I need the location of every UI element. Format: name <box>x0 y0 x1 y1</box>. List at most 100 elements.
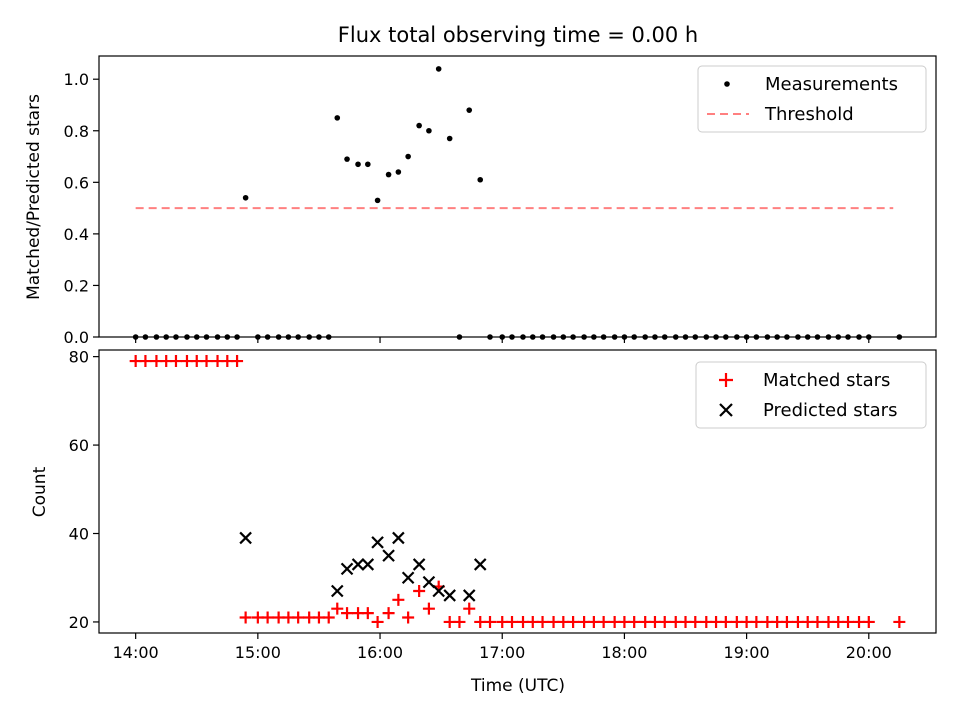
matched-star-point <box>231 355 244 368</box>
measurement-point <box>242 194 249 201</box>
matched-star-point <box>463 602 476 615</box>
measurement-point <box>703 334 710 340</box>
x-tick-label: 20:00 <box>846 643 892 662</box>
bottom-y-tick-label: 20 <box>69 613 89 632</box>
predicted-star-point <box>351 558 365 571</box>
measurement-point <box>804 334 811 340</box>
measurement-point <box>865 334 872 340</box>
bottom-x-axis: 14:00 15:00 16:00 17:00 18:00 19:00 20:00 <box>113 633 892 662</box>
matched-star-point <box>261 611 274 624</box>
predicted-star-point <box>382 549 395 562</box>
predicted-star-point <box>239 531 252 545</box>
x-tick-label: 14:00 <box>113 643 159 662</box>
measurement-point <box>520 334 526 340</box>
measurement-points <box>132 66 903 340</box>
matched-star-point <box>331 602 344 615</box>
measurement-point <box>642 334 648 340</box>
matched-star-point <box>392 593 405 606</box>
bottom-y-tick-label: 60 <box>69 436 89 455</box>
measurement-point <box>344 156 350 162</box>
matched-star-point <box>484 615 497 628</box>
bottom-legend-frame <box>695 361 927 429</box>
measurement-point <box>306 334 312 340</box>
x-tick-label: 18:00 <box>601 643 647 662</box>
predicted-star-point <box>422 575 436 589</box>
measurement-point <box>255 334 261 340</box>
measurement-point <box>173 334 179 340</box>
measurement-point <box>487 334 493 340</box>
predicted-star-point <box>401 571 415 585</box>
measurement-point <box>723 334 729 340</box>
x-tick-label: 15:00 <box>235 643 281 662</box>
legend-predicted-label: Predicted stars <box>763 400 897 421</box>
matched-star-point <box>200 355 213 368</box>
matched-star-point <box>750 615 763 628</box>
top-y-tick-label: 0.8 <box>64 122 89 141</box>
measurement-point <box>621 334 628 340</box>
measurement-point <box>774 334 780 340</box>
measurement-point <box>570 334 576 340</box>
predicted-star-point <box>443 589 456 602</box>
measurement-point <box>446 135 453 142</box>
matched-star-point <box>862 615 875 628</box>
bottom-y-axis: 20 40 60 80 <box>69 348 99 632</box>
measurement-point <box>153 334 160 340</box>
matched-star-point <box>169 355 182 368</box>
matched-star-point <box>597 615 610 628</box>
measurement-point <box>661 334 668 340</box>
measurement-point <box>814 334 821 340</box>
predicted-star-point <box>432 584 445 598</box>
measurement-point <box>203 334 210 340</box>
measurement-point <box>365 161 371 168</box>
x-tick-label: 19:00 <box>724 643 770 662</box>
measurement-point <box>325 334 332 340</box>
measurement-point <box>416 122 422 129</box>
measurement-point <box>405 153 411 160</box>
measurement-point <box>193 334 200 340</box>
legend-predicted-marker <box>719 403 733 417</box>
measurement-point <box>316 334 322 340</box>
matched-star-point <box>292 611 305 624</box>
matched-stars-points <box>129 355 906 628</box>
measurement-point <box>631 334 637 340</box>
matched-star-point <box>239 611 252 624</box>
matched-star-point <box>382 607 395 620</box>
predicted-star-point <box>462 589 476 602</box>
matched-star-point <box>689 615 702 628</box>
measurement-point <box>600 334 607 340</box>
predicted-star-point <box>473 558 487 571</box>
chart-title: Flux total observing time = 0.00 h <box>338 23 698 47</box>
measurement-point <box>896 334 903 340</box>
matched-star-point <box>628 615 641 628</box>
measurement-point <box>132 334 139 340</box>
measurement-point <box>652 334 658 340</box>
x-axis-label: Time (UTC) <box>470 676 565 696</box>
matched-star-point <box>842 615 855 628</box>
matched-star-point <box>780 615 793 628</box>
matched-star-point <box>402 611 415 624</box>
measurement-point <box>539 334 546 340</box>
bottom-y-tick-label: 40 <box>69 525 89 544</box>
measurement-point <box>499 334 506 340</box>
measurement-point <box>466 107 473 113</box>
measurement-point <box>385 171 392 178</box>
bottom-y-axis-label: Count <box>30 466 50 517</box>
measurement-point <box>426 127 432 134</box>
measurement-point <box>713 334 719 340</box>
measurement-point <box>581 334 587 340</box>
predicted-star-point <box>361 558 375 571</box>
measurement-point <box>856 334 862 340</box>
matched-star-point <box>453 615 466 628</box>
top-y-axis-label: Matched/Predicted stars <box>24 94 44 300</box>
predicted-star-point <box>392 531 405 545</box>
top-y-tick-label: 0.2 <box>64 276 89 295</box>
matched-star-point <box>413 584 426 597</box>
legend-measurements-marker <box>724 81 730 87</box>
predicted-star-point <box>340 562 354 576</box>
measurement-point <box>477 176 484 183</box>
top-legend: Measurements Threshold <box>697 65 927 133</box>
measurement-point <box>835 334 842 340</box>
matched-star-point <box>567 615 580 628</box>
measurement-point <box>550 334 557 340</box>
measurement-point <box>374 197 381 204</box>
